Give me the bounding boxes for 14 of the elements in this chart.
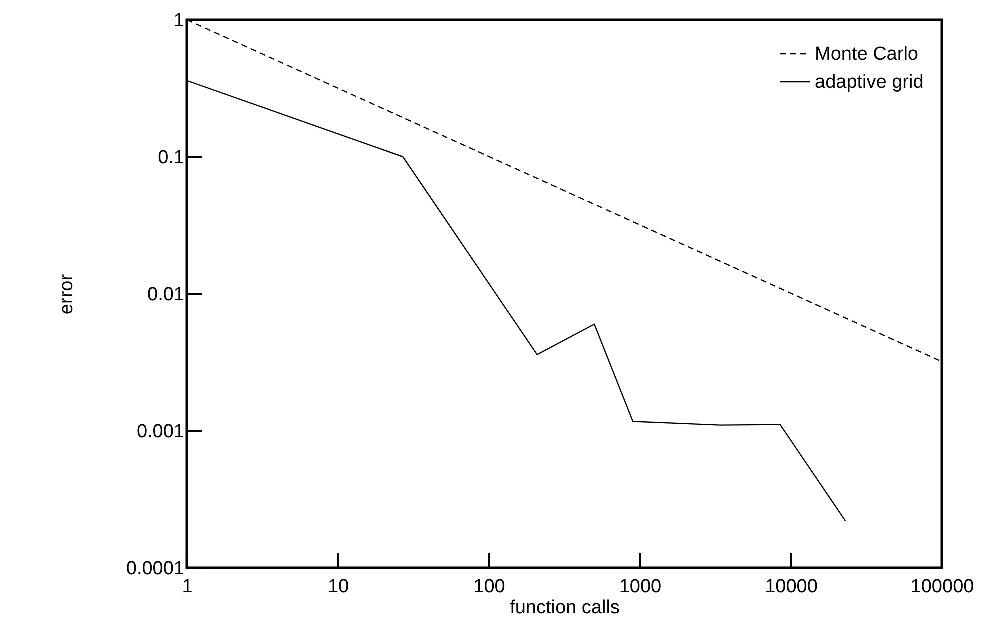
y-tick-label: 0.0001: [126, 558, 184, 580]
y-tick-label: 0.001: [136, 422, 184, 442]
legend-label: Monte Carlo: [815, 44, 918, 65]
x-tick-label: 100: [474, 576, 506, 598]
y-tick-label: 0.01: [148, 284, 184, 306]
y-tick-label: 0.1: [158, 148, 184, 168]
x-tick-label: 10: [328, 576, 350, 598]
x-tick-label: 1000: [619, 576, 662, 598]
x-tick-label: 100000: [910, 576, 974, 598]
x-tick-label: 10000: [765, 576, 818, 598]
legend-label: adaptive grid: [815, 72, 924, 93]
x-axis-title: function calls: [510, 598, 620, 618]
y-tick-label: 1: [174, 10, 184, 32]
y-axis-title: error: [56, 274, 78, 315]
